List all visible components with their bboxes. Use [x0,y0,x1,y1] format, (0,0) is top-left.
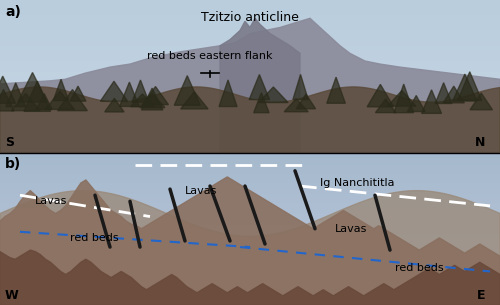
Polygon shape [394,84,413,113]
Polygon shape [0,18,500,152]
Polygon shape [104,98,124,112]
Polygon shape [142,88,163,110]
Polygon shape [435,83,452,103]
Polygon shape [367,84,394,107]
Polygon shape [296,94,316,109]
Polygon shape [6,83,25,107]
Polygon shape [458,72,481,100]
Polygon shape [180,92,208,109]
Text: S: S [5,136,14,149]
Polygon shape [36,94,52,109]
Polygon shape [327,77,345,103]
Polygon shape [54,79,69,101]
Polygon shape [24,81,50,111]
Polygon shape [140,94,165,108]
Polygon shape [100,81,128,101]
Polygon shape [70,86,86,101]
Text: a): a) [5,5,21,19]
Text: Lavas: Lavas [335,224,368,234]
Polygon shape [130,94,154,107]
Polygon shape [0,76,16,103]
Polygon shape [376,99,396,113]
Polygon shape [12,93,40,111]
Text: Lavas: Lavas [185,186,218,196]
Text: W: W [5,289,19,302]
Polygon shape [388,91,416,106]
Polygon shape [0,89,14,111]
Polygon shape [470,93,492,110]
Polygon shape [443,86,464,103]
Text: red beds: red beds [395,264,444,273]
Text: Lavas: Lavas [35,196,68,206]
Text: red beds: red beds [70,233,118,243]
Polygon shape [18,73,48,102]
Polygon shape [142,87,169,105]
Text: Ig Nanchititla: Ig Nanchititla [320,178,394,188]
Polygon shape [120,82,139,106]
Polygon shape [284,99,308,112]
Polygon shape [220,18,300,152]
Polygon shape [219,80,237,106]
Polygon shape [408,95,425,112]
Polygon shape [422,90,442,113]
Polygon shape [174,76,201,105]
Polygon shape [132,80,149,102]
Polygon shape [452,74,477,101]
Text: Tzitzio anticline: Tzitzio anticline [201,11,299,24]
Text: b): b) [5,157,21,171]
Polygon shape [258,87,288,102]
Text: E: E [476,289,485,302]
Text: red beds eastern flank: red beds eastern flank [147,51,273,61]
Text: N: N [474,136,485,149]
Polygon shape [58,90,88,111]
Polygon shape [46,91,74,109]
Polygon shape [249,74,270,99]
Polygon shape [293,74,308,100]
Polygon shape [254,93,269,113]
